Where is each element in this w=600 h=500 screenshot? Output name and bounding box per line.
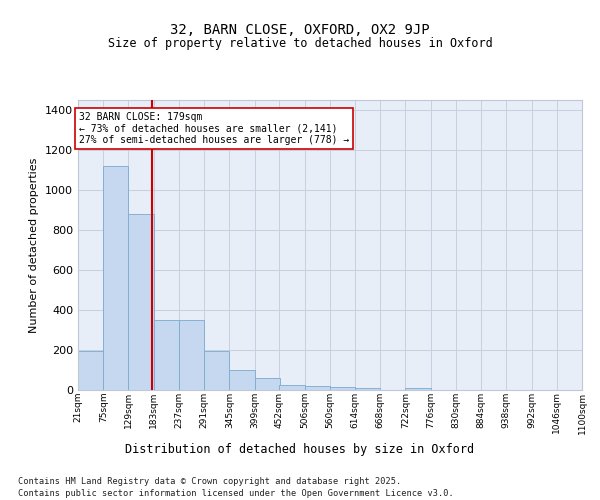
Text: 32, BARN CLOSE, OXFORD, OX2 9JP: 32, BARN CLOSE, OXFORD, OX2 9JP (170, 22, 430, 36)
Bar (229, 370, 254, 390)
Bar (103, 166, 128, 390)
Bar (406, 388, 431, 390)
Bar (78, 351, 103, 390)
Text: Size of property relative to detached houses in Oxford: Size of property relative to detached ho… (107, 38, 493, 51)
Bar (179, 320, 204, 390)
Bar (128, 214, 154, 390)
Text: Distribution of detached houses by size in Oxford: Distribution of detached houses by size … (125, 442, 475, 456)
Bar (254, 378, 280, 390)
Text: Contains public sector information licensed under the Open Government Licence v3: Contains public sector information licen… (18, 489, 454, 498)
Y-axis label: Number of detached properties: Number of detached properties (29, 158, 40, 332)
Bar (305, 386, 330, 390)
Text: Contains HM Land Registry data © Crown copyright and database right 2025.: Contains HM Land Registry data © Crown c… (18, 478, 401, 486)
Bar (330, 387, 355, 390)
Bar (154, 320, 179, 390)
Bar (204, 351, 229, 390)
Bar (355, 388, 380, 390)
Bar (280, 385, 305, 390)
Text: 32 BARN CLOSE: 179sqm
← 73% of detached houses are smaller (2,141)
27% of semi-d: 32 BARN CLOSE: 179sqm ← 73% of detached … (79, 112, 349, 145)
